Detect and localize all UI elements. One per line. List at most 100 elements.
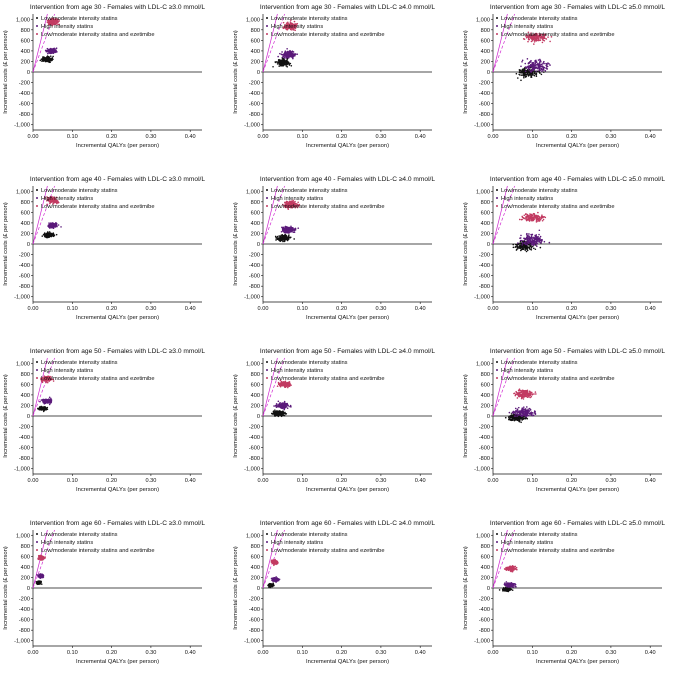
- series-ezetimibe: [513, 388, 537, 399]
- legend-marker: [266, 205, 268, 207]
- wtp-threshold-line: [33, 14, 47, 72]
- y-tick-label: 400: [21, 221, 30, 227]
- scatter-point: [544, 63, 546, 65]
- scatter-point: [532, 73, 534, 75]
- scatter-point: [290, 228, 292, 230]
- y-tick-label: -200: [479, 425, 490, 431]
- x-tick-label: 0.00: [28, 478, 39, 484]
- scatter-point: [538, 40, 540, 42]
- scatter-point: [287, 404, 289, 406]
- scatter-point: [285, 385, 287, 387]
- scatter-point: [41, 235, 43, 237]
- scatter-point: [526, 248, 528, 250]
- scatter-point: [529, 62, 531, 64]
- x-tick-label: 0.10: [297, 134, 308, 140]
- x-tick-label: 0.20: [106, 478, 117, 484]
- scatter-point: [530, 74, 532, 76]
- y-tick-label: -400: [479, 435, 490, 441]
- y-tick-label: 800: [481, 200, 490, 206]
- scatter-point: [529, 246, 531, 248]
- scatter-point: [524, 412, 526, 414]
- y-tick-label: 200: [21, 231, 30, 237]
- scatter-point: [544, 40, 546, 42]
- scatter-point: [281, 51, 283, 53]
- scatter-point: [542, 42, 544, 44]
- y-tick-label: 400: [481, 393, 490, 399]
- x-tick-label: 0.20: [106, 134, 117, 140]
- scatter-point: [285, 50, 287, 52]
- series-high-intensity: [277, 48, 298, 59]
- y-tick-label: 0: [27, 242, 30, 248]
- scatter-point: [282, 413, 284, 415]
- legend-marker: [496, 33, 498, 35]
- x-tick-label: 0.20: [336, 478, 347, 484]
- y-tick-label: 600: [481, 210, 490, 216]
- series-high-intensity: [281, 226, 299, 234]
- scatter-point: [517, 409, 519, 411]
- scatter-point: [281, 227, 283, 229]
- scatter-point: [43, 407, 45, 409]
- scatter-point: [533, 73, 535, 75]
- y-tick-label: 400: [21, 393, 30, 399]
- scatter-point: [538, 64, 540, 66]
- legend-label: High intensity statins: [501, 24, 553, 30]
- scatter-point: [513, 393, 515, 395]
- scatter-point: [535, 235, 537, 237]
- scatter-point: [526, 411, 528, 413]
- chart-title: Intervention from age 50 - Females with …: [260, 348, 435, 355]
- scatter-point: [292, 54, 294, 56]
- scatter-point: [537, 240, 539, 242]
- scatter-point: [47, 231, 49, 233]
- scatter-point: [43, 411, 45, 413]
- scatter-point: [518, 74, 520, 76]
- scatter-point: [505, 417, 507, 419]
- scatter-point: [543, 67, 545, 69]
- x-tick-label: 0.20: [566, 306, 577, 312]
- scatter-point: [280, 235, 282, 237]
- y-tick-label: 600: [21, 38, 30, 44]
- y-tick-label: 0: [487, 414, 490, 420]
- scatter-point: [281, 406, 283, 408]
- y-tick-label: -800: [479, 112, 490, 118]
- scatter-point: [532, 415, 534, 417]
- scatter-point: [278, 404, 280, 406]
- scatter-point: [285, 229, 287, 231]
- y-tick-label: 400: [251, 393, 260, 399]
- scatter-point: [535, 65, 537, 67]
- x-tick-label: 0.40: [185, 306, 196, 312]
- y-tick-label: 0: [257, 242, 260, 248]
- scatter-point: [537, 65, 539, 67]
- scatter-point: [49, 404, 51, 406]
- scatter-point: [52, 225, 54, 227]
- y-tick-label: -400: [249, 435, 260, 441]
- scatter-point: [517, 417, 519, 419]
- scatter-point: [284, 52, 286, 54]
- scatter-point: [520, 79, 522, 81]
- scatter-point: [539, 65, 541, 67]
- x-tick-label: 0.40: [185, 134, 196, 140]
- scatter-point: [43, 57, 45, 59]
- scatter-point: [286, 63, 288, 65]
- scatter-point: [525, 214, 527, 216]
- scatter-point: [286, 403, 288, 405]
- scatter-point: [526, 233, 528, 235]
- scatter-point: [47, 55, 49, 57]
- scatter-point: [545, 70, 547, 72]
- scatter-point: [531, 41, 533, 43]
- y-tick-label: -200: [249, 81, 260, 87]
- scatter-point: [280, 382, 282, 384]
- scatter-point: [282, 241, 284, 243]
- y-tick-label: -400: [19, 91, 30, 97]
- x-axis-label: Incremental QALYs (per person): [536, 487, 619, 493]
- scatter-point: [522, 217, 524, 219]
- scatter-point: [282, 385, 284, 387]
- legend-marker: [36, 17, 38, 19]
- scatter-point: [531, 64, 533, 66]
- scatter-point: [44, 60, 46, 62]
- scatter-point: [527, 41, 529, 43]
- x-tick-label: 0.40: [185, 478, 196, 484]
- ce-plane-chart: Intervention from age 40 - Females with …: [230, 172, 456, 341]
- scatter-point: [538, 59, 540, 61]
- x-tick-label: 0.40: [645, 478, 656, 484]
